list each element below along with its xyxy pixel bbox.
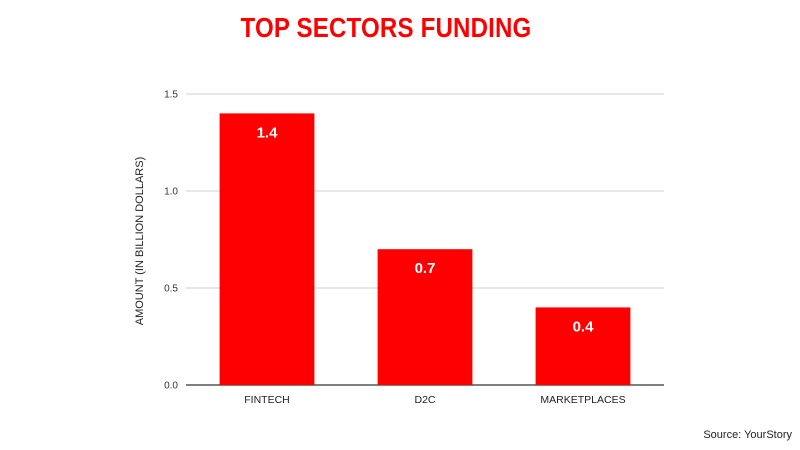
- source-note: Source: YourStory: [703, 429, 792, 441]
- data-label: 0.7: [415, 260, 436, 277]
- y-axis-title: AMOUNT (IN BILLION DOLLARS): [134, 157, 146, 326]
- y-axis-ticks: 0.0 0.5 1.0 1.5: [164, 90, 178, 392]
- bar-fintech: [219, 113, 315, 386]
- chart-title: TOP SECTORS FUNDING: [240, 12, 532, 43]
- x-category-label: MARKETPLACES: [540, 394, 625, 406]
- data-label: 1.4: [257, 124, 279, 141]
- x-axis-categories: FINTECH D2C MARKETPLACES: [244, 394, 625, 406]
- y-tick-label: 1.5: [164, 90, 178, 101]
- bar-marketplaces: [535, 307, 631, 385]
- data-label: 0.4: [573, 318, 595, 335]
- x-category-label: FINTECH: [244, 394, 290, 406]
- x-category-label: D2C: [414, 394, 435, 406]
- y-tick-label: 1.0: [164, 187, 178, 198]
- bars: 1.4 0.7 0.4: [219, 113, 631, 386]
- bar-d2c: [377, 249, 473, 385]
- y-tick-label: 0.5: [164, 284, 178, 295]
- y-tick-label: 0.0: [164, 381, 178, 392]
